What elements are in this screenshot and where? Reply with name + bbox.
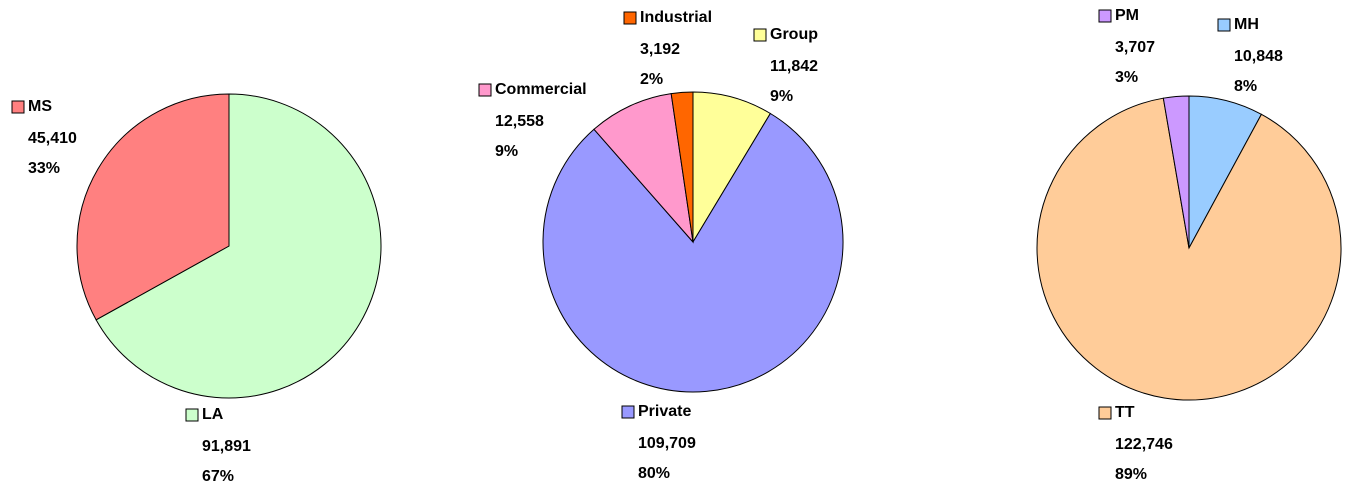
pie-slice (542, 112, 844, 393)
slice-value: 45,410 (28, 130, 77, 147)
slice-name: Industrial (640, 9, 712, 26)
legend-swatch (478, 83, 492, 97)
slice-percent: 67% (202, 468, 234, 485)
slice-percent: 9% (495, 143, 518, 160)
slice-value: 12,558 (495, 113, 544, 130)
legend-swatch (621, 405, 635, 419)
legend-swatch (1217, 18, 1231, 32)
slice-name: TT (1115, 404, 1135, 421)
slice-name: Commercial (495, 81, 587, 98)
pie-slice (95, 93, 382, 399)
legend-swatch (11, 100, 25, 114)
slice-name: LA (202, 406, 224, 423)
slice-percent: 2% (640, 71, 663, 88)
slice-name: PM (1115, 7, 1139, 24)
legend-swatch (753, 28, 767, 42)
slice-name: Group (770, 26, 818, 43)
slice-value: 91,891 (202, 438, 251, 455)
pie-slice (670, 91, 694, 243)
slice-percent: 8% (1234, 78, 1257, 95)
legend-swatch (1098, 406, 1112, 420)
pie-slice (593, 93, 694, 244)
slice-percent: 3% (1115, 69, 1138, 86)
legend-swatch (1098, 9, 1112, 23)
slice-value: 11,842 (770, 58, 818, 75)
pie-slice (1036, 97, 1342, 401)
slice-percent: 80% (638, 465, 670, 482)
slice-percent: 33% (28, 160, 60, 177)
slice-value: 109,709 (638, 435, 696, 452)
slice-name: MS (28, 98, 52, 115)
slice-value: 122,746 (1115, 436, 1173, 453)
legend-swatch (185, 408, 199, 422)
slice-value: 10,848 (1234, 48, 1283, 65)
pie-slice (76, 93, 230, 321)
slice-name: Private (638, 403, 691, 420)
pie-slice (1162, 95, 1190, 249)
slice-percent: 89% (1115, 466, 1147, 483)
slice-name: MH (1234, 16, 1259, 33)
slice-percent: 9% (770, 88, 793, 105)
slice-value: 3,707 (1115, 39, 1155, 56)
slice-value: 3,192 (640, 41, 680, 58)
legend-swatch (623, 11, 637, 25)
